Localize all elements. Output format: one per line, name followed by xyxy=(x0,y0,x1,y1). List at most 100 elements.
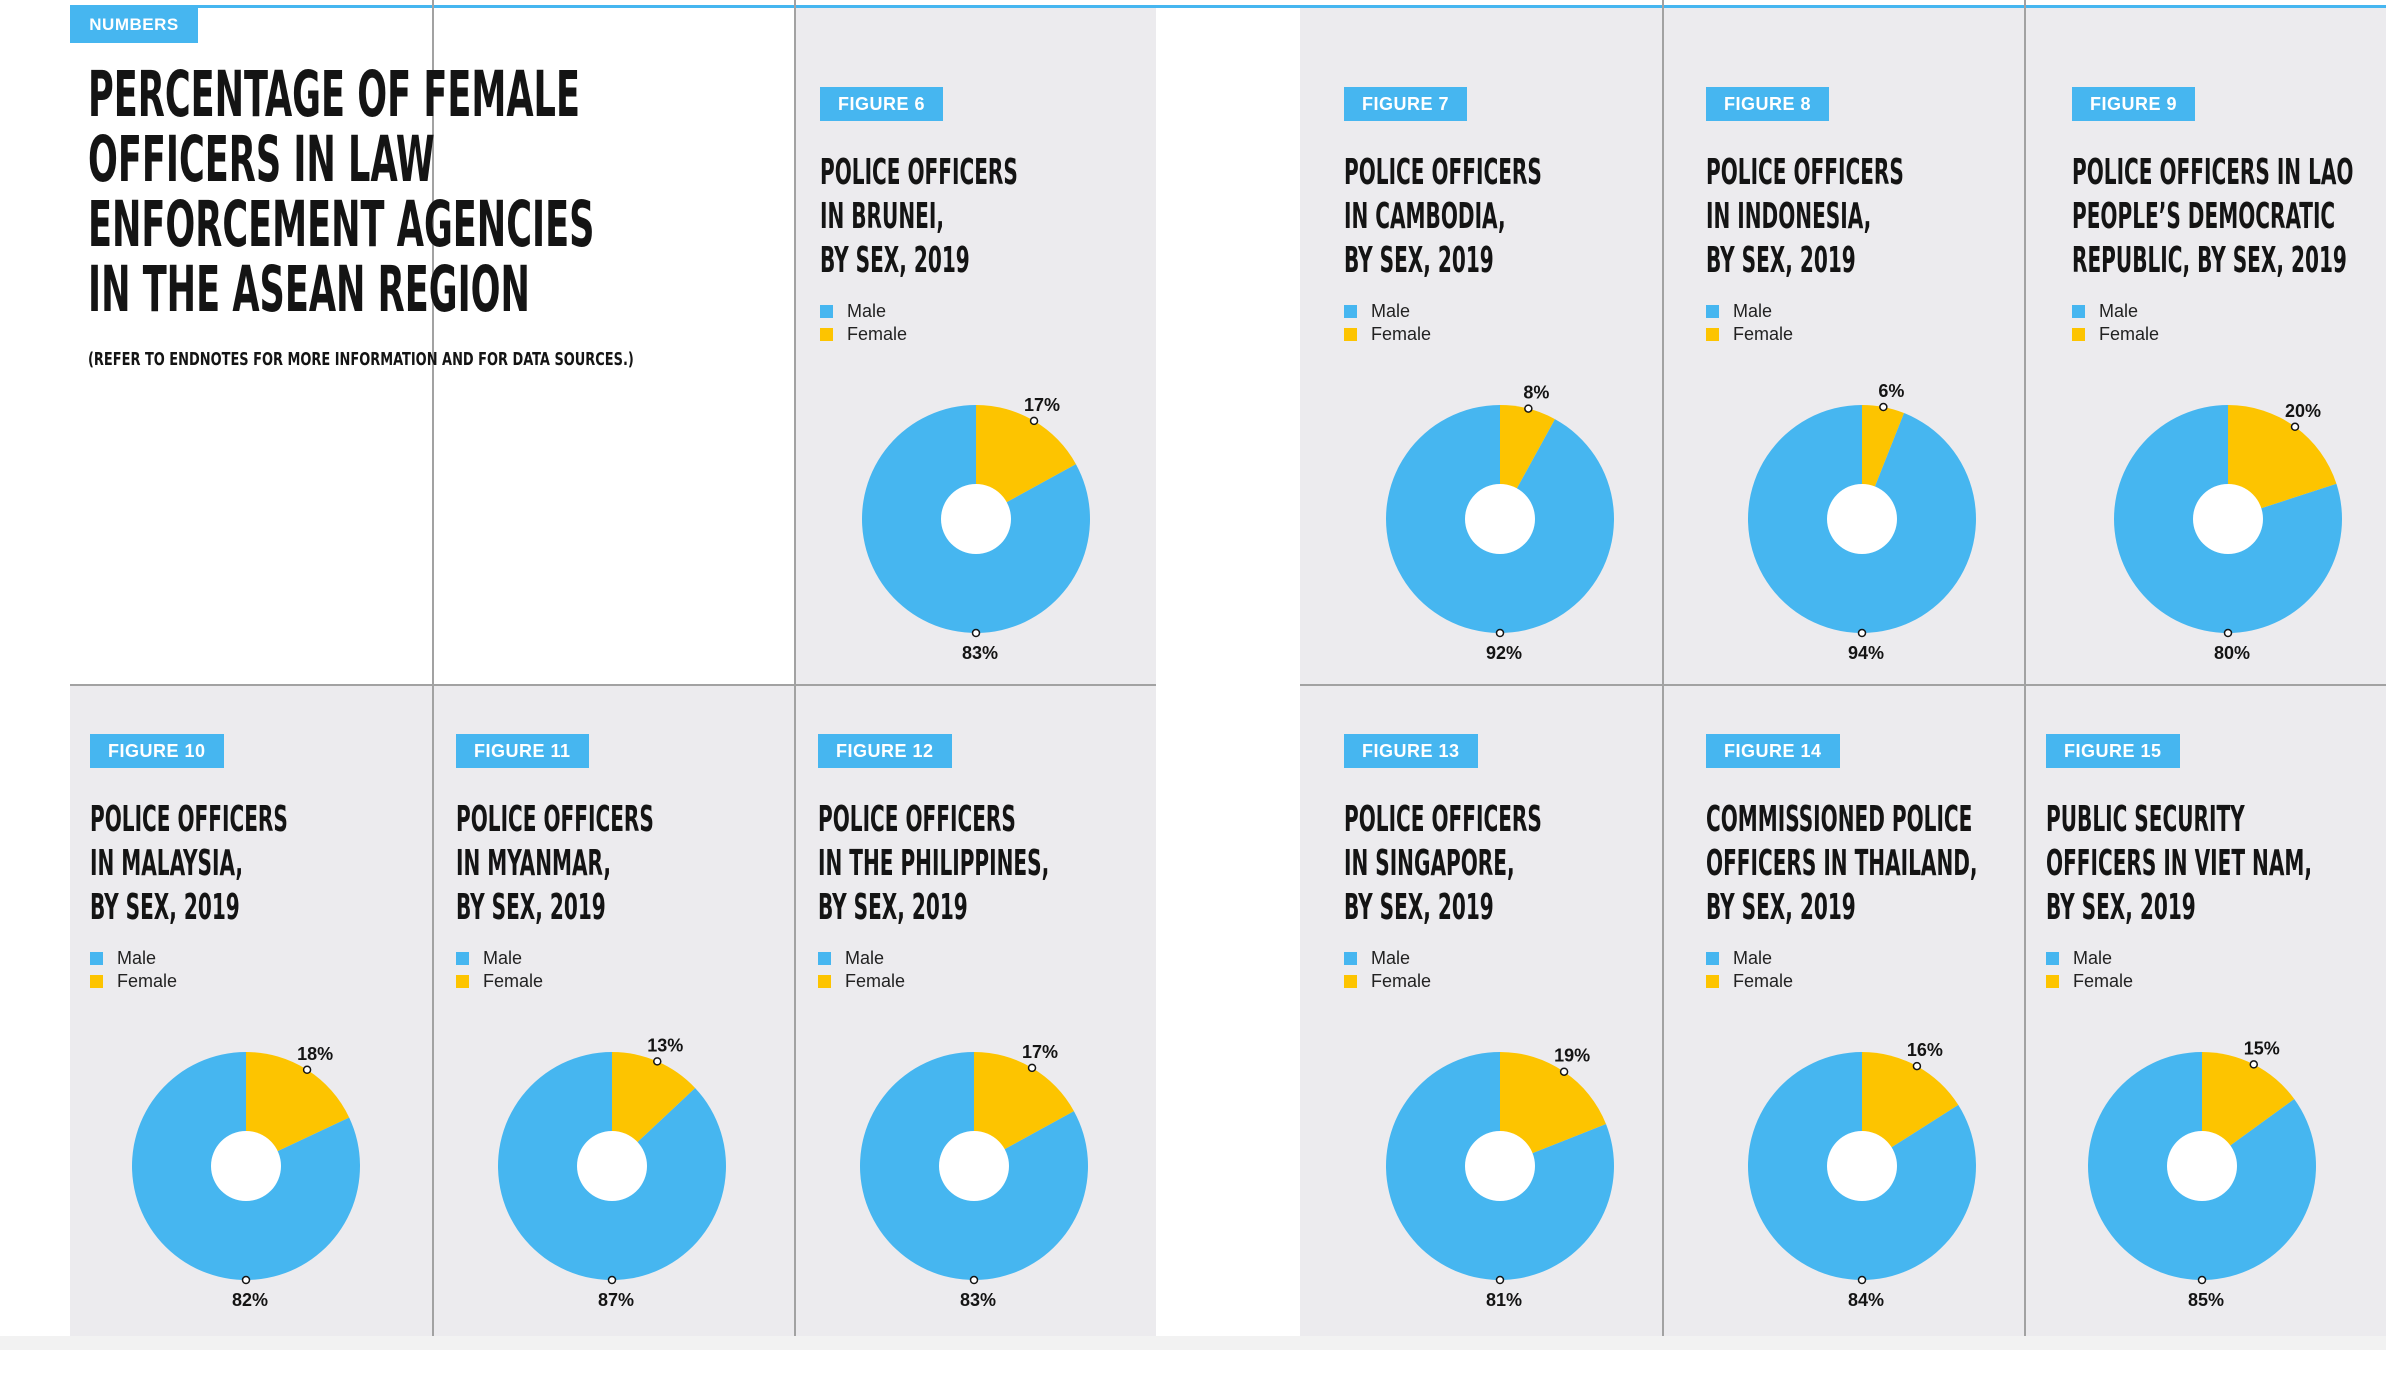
donut-chart: 87% 13% xyxy=(497,1035,726,1310)
source-note: (REFER TO ENDNOTES FOR MORE INFORMATION … xyxy=(88,349,634,370)
label-marker xyxy=(302,1065,312,1074)
chart-legend: Male Female xyxy=(2046,947,2133,993)
figure-card: FIGURE 12 POLICE OFFICERS IN THE PHILIPPIN… xyxy=(818,734,1178,1374)
male-percentage-label: 83% xyxy=(960,1290,996,1310)
donut-chart: 83% 17% xyxy=(862,395,1091,663)
label-marker xyxy=(2290,422,2300,432)
figure-title-line: REPUBLIC, BY SEX, 2019 xyxy=(2072,240,2347,281)
figure-title-line: POLICE OFFICERS xyxy=(820,152,1018,193)
figure-title-line: OFFICERS IN THAILAND, xyxy=(1706,843,1978,884)
legend-swatch xyxy=(1344,328,1357,341)
legend-label: Male xyxy=(2099,301,2139,321)
label-marker xyxy=(1027,1063,1037,1073)
figure-title-line: BY SEX, 2019 xyxy=(1344,240,1494,281)
female-percentage-label: 13% xyxy=(647,1035,683,1055)
label-marker xyxy=(653,1057,662,1066)
label-marker xyxy=(1495,628,1505,638)
title-line: IN THE ASEAN REGION xyxy=(88,253,530,326)
figure-tag: FIGURE 8 xyxy=(1706,87,1830,121)
legend-label: Female xyxy=(1733,324,1794,344)
figure-title: COMMISSIONED POLICE OFFICERS IN THAILAND,… xyxy=(1706,798,1978,930)
title-line: ENFORCEMENT AGENCIES xyxy=(88,188,595,261)
label-marker xyxy=(1495,1275,1505,1285)
figure-card: FIGURE 11 POLICE OFFICERS IN MYANMAR, BY SE… xyxy=(456,734,816,1374)
female-percentage-label: 17% xyxy=(1022,1042,1058,1062)
donut-hole xyxy=(1827,484,1897,554)
female-percentage-label: 6% xyxy=(1878,381,1904,401)
figure-title: POLICE OFFICERS IN THE PHILIPPINES, BY SEX… xyxy=(818,798,1049,930)
legend-swatch xyxy=(1344,305,1357,318)
figure-title: PUBLIC SECURITY OFFICERS IN VIET NAM, BY S… xyxy=(2046,798,2312,930)
legend-item: Female xyxy=(1706,323,1793,346)
donut-hole xyxy=(941,484,1011,554)
figure-card: FIGURE 6 POLICE OFFICERS IN BRUNEI, BY SEX,… xyxy=(820,87,1180,727)
figure-title-line: BY SEX, 2019 xyxy=(820,240,970,281)
donut-chart: 84% 16% xyxy=(1747,1040,1976,1310)
legend-item: Female xyxy=(1706,970,1793,993)
donut-chart: 81% 19% xyxy=(1385,1046,1614,1310)
label-marker xyxy=(1559,1067,1569,1076)
legend-swatch xyxy=(820,305,833,318)
donut-hole xyxy=(2193,484,2263,554)
label-marker xyxy=(1029,416,1039,426)
top-accent-line xyxy=(70,5,2386,8)
legend-item: Male xyxy=(90,947,177,970)
legend-item: Male xyxy=(1706,300,1793,323)
figure-title-line: BY SEX, 2019 xyxy=(1706,887,1856,928)
legend-label: Female xyxy=(2073,971,2134,991)
grid-divider xyxy=(1662,0,1664,1350)
label-marker xyxy=(971,628,981,638)
legend-swatch xyxy=(2072,328,2085,341)
legend-label: Male xyxy=(117,948,157,968)
male-percentage-label: 82% xyxy=(232,1290,268,1310)
legend-item: Female xyxy=(818,970,905,993)
figure-tag: FIGURE 15 xyxy=(2046,734,2180,768)
donut-chart: 82% 18% xyxy=(132,1044,361,1310)
female-slice xyxy=(1500,1052,1606,1166)
chart-legend: Male Female xyxy=(1344,947,1431,993)
figure-title-line: OFFICERS IN VIET NAM, xyxy=(2046,843,2312,884)
chart-legend: Male Female xyxy=(1706,300,1793,346)
figure-card: FIGURE 14 COMMISSIONED POLICE OFFICERS IN … xyxy=(1706,734,2066,1374)
legend-label: Female xyxy=(2099,324,2160,344)
legend-label: Female xyxy=(847,324,908,344)
legend-swatch xyxy=(818,952,831,965)
legend-label: Male xyxy=(845,948,885,968)
female-percentage-label: 17% xyxy=(1024,395,1060,415)
figure-title: POLICE OFFICERS IN CAMBODIA, BY SEX, 2019 xyxy=(1344,151,1542,283)
female-percentage-label: 16% xyxy=(1907,1040,1943,1060)
figure-tag: FIGURE 13 xyxy=(1344,734,1478,768)
figure-title-line: IN CAMBODIA, xyxy=(1344,196,1506,237)
figure-card: FIGURE 10 POLICE OFFICERS IN MALAYSIA, BY S… xyxy=(90,734,450,1374)
legend-swatch xyxy=(2046,952,2059,965)
legend-label: Male xyxy=(1733,301,1773,321)
label-marker xyxy=(241,1275,251,1285)
grid-divider xyxy=(794,0,796,1350)
section-tag: NUMBERS xyxy=(70,6,198,43)
figure-title-line: POLICE OFFICERS xyxy=(1344,799,1542,840)
figure-title-line: COMMISSIONED POLICE xyxy=(1706,799,1973,840)
legend-swatch xyxy=(1706,305,1719,318)
legend-label: Male xyxy=(1371,301,1411,321)
figure-title-line: IN MYANMAR, xyxy=(456,843,612,884)
label-marker xyxy=(1524,404,1533,413)
legend-label: Female xyxy=(1733,971,1794,991)
figure-title-line: BY SEX, 2019 xyxy=(2046,887,2196,928)
legend-swatch xyxy=(90,952,103,965)
figure-title-line: BY SEX, 2019 xyxy=(1344,887,1494,928)
legend-item: Male xyxy=(1344,300,1431,323)
legend-swatch xyxy=(1344,952,1357,965)
figure-title-line: POLICE OFFICERS xyxy=(818,799,1016,840)
page-title: PERCENTAGE OF FEMALE OFFICERS IN LAW ENF… xyxy=(88,62,594,322)
legend-label: Male xyxy=(1371,948,1411,968)
figure-title-line: BY SEX, 2019 xyxy=(90,887,240,928)
figure-title-line: IN SINGAPORE, xyxy=(1344,843,1515,884)
figure-title-line: POLICE OFFICERS xyxy=(1344,152,1542,193)
legend-swatch xyxy=(456,975,469,988)
figure-title-line: PUBLIC SECURITY xyxy=(2046,799,2245,840)
legend-swatch xyxy=(820,328,833,341)
legend-item: Female xyxy=(820,323,907,346)
donut-chart: 94% 6% xyxy=(1747,381,1976,663)
figure-title: POLICE OFFICERS IN MALAYSIA, BY SEX, 2019 xyxy=(90,798,288,930)
label-marker xyxy=(969,1275,979,1285)
